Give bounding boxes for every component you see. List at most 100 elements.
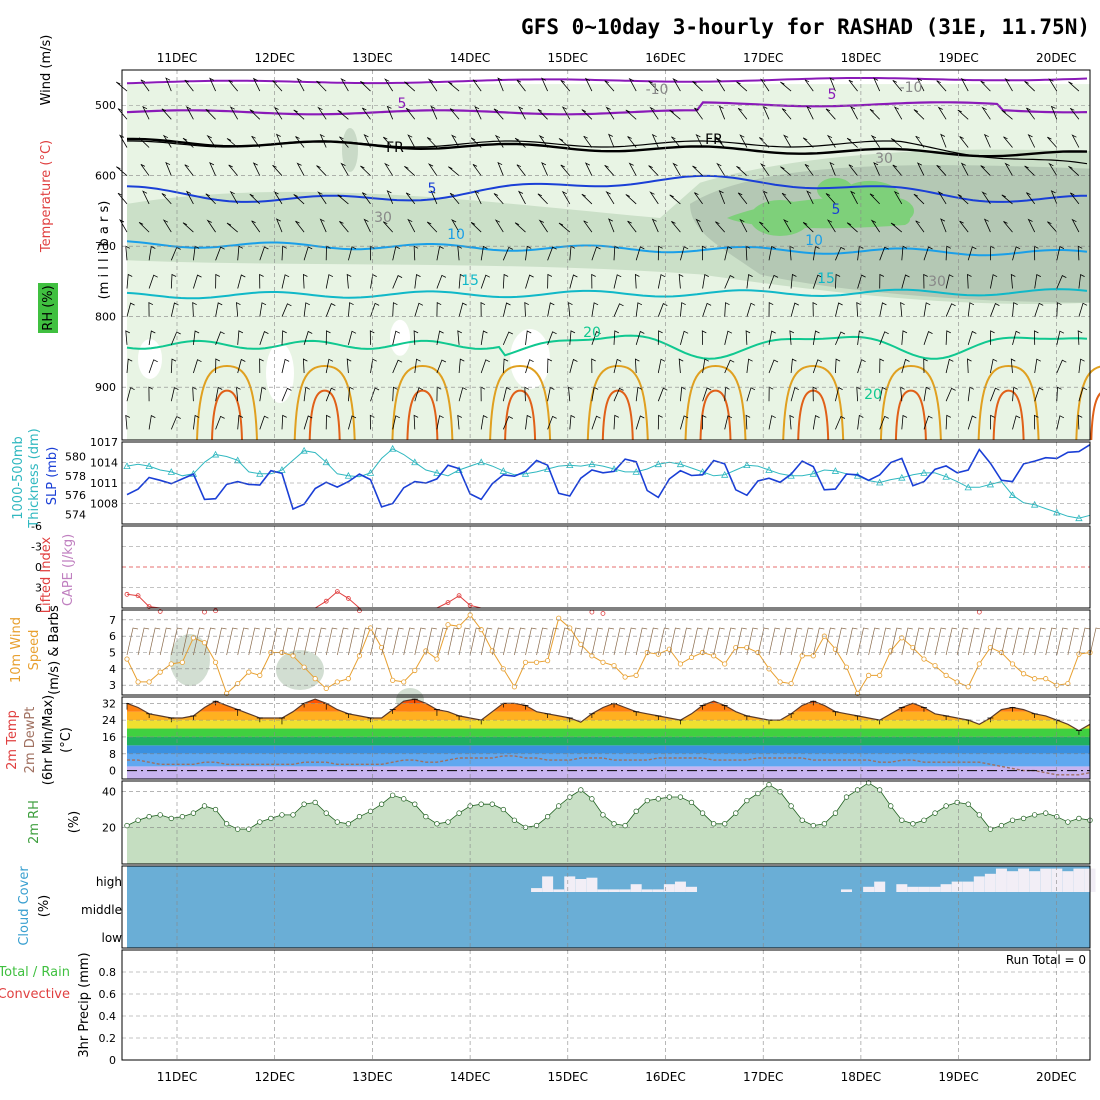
wind-barb [829,77,836,92]
wind-barb [386,190,394,205]
wind-barb [1068,165,1080,176]
rh2m-marker [799,817,805,823]
date-label-top: 19DEC [938,51,978,65]
wind-barb [625,194,637,205]
wind-barb [184,79,194,92]
wind-barb [680,246,689,261]
wind-barb [702,302,712,317]
surface-wind-barb [414,627,426,656]
ylabel-pressure: (m i l l i b a r s) [97,201,112,300]
surface-wind-barb [259,627,271,656]
cloud-high-bar [1051,868,1063,892]
surface-wind-barb [1034,627,1046,656]
temp-minmax-bar [920,707,927,712]
date-label-top: 14DEC [450,51,490,65]
rh2m-marker [755,790,761,797]
wind-barb [430,190,438,205]
surface-wind-barb [978,627,991,656]
surface-wind-barb [403,627,415,656]
rh-legend-swatch [38,283,58,333]
wind-barb [591,358,596,374]
rh2m-marker [943,803,949,809]
wind-barb [480,359,490,374]
rh2m-marker [788,803,794,809]
cloud-high-bar [1007,871,1019,892]
wind-barb [812,386,818,402]
wind-barb [493,193,504,205]
contour-label: 20 [583,325,601,341]
temp-minmax-bar [389,709,396,714]
wind-barb [502,358,509,374]
wind-barb [384,78,394,92]
wind-barb [967,246,977,261]
rh2m-marker [578,787,584,793]
wind-barb [209,77,216,92]
isotherm-freezing-2 [127,140,1088,165]
wind-barb [193,274,202,289]
wind-barb [272,80,283,92]
temp-minmax-bar [699,705,706,710]
temp-tick-label: 16 [102,731,116,744]
wind-barb [718,105,726,120]
surface-wind-barb [270,627,282,656]
wind-marker [146,679,152,685]
wind-barb [936,80,947,92]
rh2m-marker [390,792,396,798]
wind-barb [812,359,822,374]
wind-barb [448,81,460,92]
thickness-marker [1053,508,1061,516]
panel-border [121,865,1091,949]
wind-barb [945,274,954,289]
contour-label: 15 [461,273,479,289]
wind-marker [899,635,905,641]
surface-wind-barb [558,627,570,656]
wind-barb [1034,273,1041,289]
wind-barb [1012,302,1018,317]
wind-barb [369,330,375,345]
wind-barb [348,330,357,346]
wind-barb [870,134,881,148]
wind-barb [657,303,668,317]
wind-barb [913,193,925,205]
wind-barb [170,358,177,374]
wind-barb [635,386,643,402]
wind-barb [983,133,991,148]
cloud-high-bar [674,881,686,892]
ylabel-wind10m-2: Speed [27,630,42,671]
wind-barb [272,164,283,176]
wind-barb [360,81,371,92]
wind-barb [790,273,797,289]
wind-barb [148,386,154,402]
surface-wind-barb [547,627,559,656]
wind-barb [657,330,663,345]
li-tick-label: 0 [35,561,42,574]
wind-barb [413,245,419,261]
wind-barb [669,194,681,205]
wind-barb [537,108,548,120]
wind-marker [412,667,418,674]
wind-barb [148,274,158,289]
wind-barb [316,80,327,92]
rh-shade-dark [690,165,1090,303]
thickness-marker [322,458,330,466]
date-label-top: 17DEC [743,51,783,65]
thickness-marker [278,466,286,473]
wind-barb [1056,275,1067,289]
surface-wind-barb [669,627,681,656]
li-tick-label: -6 [31,520,42,533]
wind-marker [965,684,971,690]
wind-barb [561,190,571,205]
isotherm-30-loop [894,389,927,441]
rh2m-marker [323,810,329,816]
wind-barb [525,245,532,261]
surface-wind-barb [790,627,803,656]
surface-wind-barb [990,627,1002,656]
thickness-marker [1075,514,1083,522]
ylabel-rh2m: 2m RH [27,800,42,844]
contour-label: 30 [875,151,893,167]
thickness-marker [123,462,131,470]
surface-wind-barb [657,627,670,656]
wind-barb [945,303,956,317]
wind-barb [140,164,150,176]
